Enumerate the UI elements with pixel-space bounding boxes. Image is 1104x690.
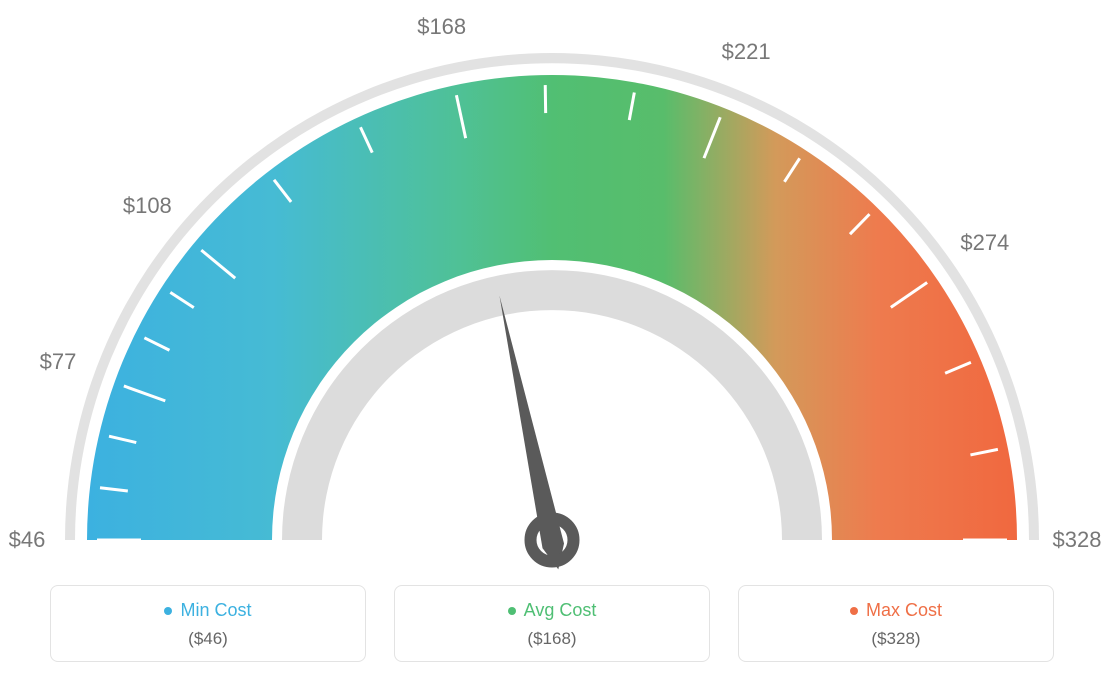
legend-value-min: ($46)	[61, 629, 355, 649]
legend-title-label: Max Cost	[866, 600, 942, 621]
dot-icon	[850, 607, 858, 615]
legend-row: Min Cost ($46) Avg Cost ($168) Max Cost …	[50, 585, 1054, 662]
legend-title-max: Max Cost	[850, 600, 942, 621]
legend-title-label: Avg Cost	[524, 600, 597, 621]
gauge-svg	[0, 10, 1104, 570]
tick-label: $108	[123, 193, 172, 219]
legend-title-avg: Avg Cost	[508, 600, 597, 621]
tick-label: $328	[1053, 527, 1102, 553]
tick-label: $274	[960, 230, 1009, 256]
legend-title-label: Min Cost	[180, 600, 251, 621]
dot-icon	[164, 607, 172, 615]
legend-value-avg: ($168)	[405, 629, 699, 649]
legend-value-max: ($328)	[749, 629, 1043, 649]
tick-label: $168	[417, 14, 466, 40]
tick-label: $77	[40, 349, 77, 375]
dot-icon	[508, 607, 516, 615]
legend-card-avg: Avg Cost ($168)	[394, 585, 710, 662]
legend-title-min: Min Cost	[164, 600, 251, 621]
tick-label: $46	[9, 527, 46, 553]
tick-label: $221	[722, 39, 771, 65]
legend-card-min: Min Cost ($46)	[50, 585, 366, 662]
cost-gauge-chart: $46 $77 $108 $168 $221 $274 $328 Min Cost ($46…	[0, 0, 1104, 690]
gauge-area: $46 $77 $108 $168 $221 $274 $328	[0, 10, 1104, 570]
legend-card-max: Max Cost ($328)	[738, 585, 1054, 662]
